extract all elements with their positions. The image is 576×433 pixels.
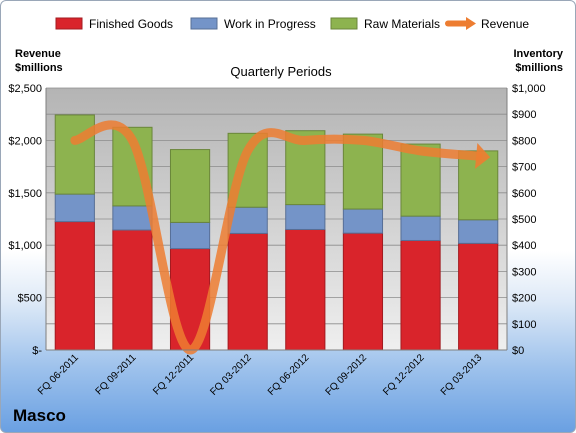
right-tick-label: $600 <box>512 188 536 200</box>
chart-title: Quarterly Periods <box>230 64 332 79</box>
legend-label: Finished Goods <box>89 17 173 31</box>
category-label: FQ 12-2011 <box>151 352 196 397</box>
bar-work-in-progress-2 <box>112 205 153 231</box>
category-label: FQ 12-2012 <box>381 352 427 398</box>
revenue-point <box>420 150 421 151</box>
left-tick-label: $1,500 <box>8 188 42 200</box>
left-tick-label: $1,000 <box>8 240 42 252</box>
bar-finished-goods-4 <box>227 232 268 351</box>
bar-work-in-progress-3 <box>169 221 211 250</box>
bar-raw-materials-1 <box>54 114 95 195</box>
legend-swatch-raw-materials <box>330 17 358 30</box>
bar-finished-goods-5 <box>285 228 326 351</box>
legend-label: Revenue <box>481 17 529 31</box>
company-name: Masco <box>13 406 66 425</box>
revenue-line <box>70 120 491 355</box>
revenue-point <box>74 140 75 141</box>
revenue-point <box>247 150 248 151</box>
bar-raw-materials-3 <box>169 149 211 223</box>
bar-work-in-progress-8 <box>458 219 499 244</box>
right-tick-label: $900 <box>512 109 536 121</box>
left-tick-label: $2,000 <box>8 135 42 147</box>
category-label: FQ 09-2012 <box>324 352 370 398</box>
category-label: FQ 09-2011 <box>94 352 139 397</box>
right-tick-label: $800 <box>512 135 536 147</box>
bar-work-in-progress-5 <box>285 204 326 230</box>
category-label: FQ 03-2013 <box>439 352 485 398</box>
legend-swatch-finished-goods <box>55 17 83 30</box>
right-tick-label: $500 <box>512 214 536 226</box>
revenue-arrowhead <box>475 142 491 169</box>
bar-finished-goods-1 <box>54 221 95 351</box>
left-tick-label: $2,500 <box>8 83 42 95</box>
category-label: FQ 06-2012 <box>266 352 312 398</box>
revenue-point <box>132 140 133 141</box>
legend: Finished Goods Work in Progress Raw Materi… <box>55 17 529 31</box>
category-label: FQ 03-2012 <box>208 352 254 398</box>
bar-finished-goods-8 <box>458 242 499 351</box>
bar-work-in-progress-6 <box>342 208 384 234</box>
legend-label: Raw Materials <box>364 17 440 31</box>
bar-finished-goods-7 <box>400 239 441 351</box>
legend-swatch-work-in-progress <box>190 17 218 30</box>
revenue-point <box>305 140 306 141</box>
right-tick-label: $200 <box>512 293 536 305</box>
right-tick-label: $100 <box>512 319 536 331</box>
bar-work-in-progress-7 <box>400 215 441 241</box>
right-tick-label: $400 <box>512 240 536 252</box>
right-tick-label: $1,000 <box>512 83 546 95</box>
revenue-line-path <box>70 120 483 355</box>
left-tick-label: $- <box>32 345 42 357</box>
right-tick-label: $700 <box>512 162 536 174</box>
right-axis-label-line1: Inventory <box>513 48 563 60</box>
category-label: FQ 06-2011 <box>36 352 81 397</box>
left-axis-label-line1: Revenue <box>15 48 61 60</box>
right-axis-label-line2: $millions <box>515 62 563 74</box>
bar-finished-goods-2 <box>112 229 153 351</box>
bar-finished-goods-6 <box>342 232 384 351</box>
right-tick-label: $300 <box>512 266 536 278</box>
legend-label: Work in Progress <box>224 17 316 31</box>
legend-swatch-revenue-arrow <box>466 17 476 30</box>
left-tick-label: $500 <box>18 293 42 305</box>
revenue-point <box>362 140 363 141</box>
left-axis-label-line2: $millions <box>15 62 63 74</box>
right-tick-label: $0 <box>512 345 524 357</box>
bar-work-in-progress-1 <box>54 193 95 223</box>
